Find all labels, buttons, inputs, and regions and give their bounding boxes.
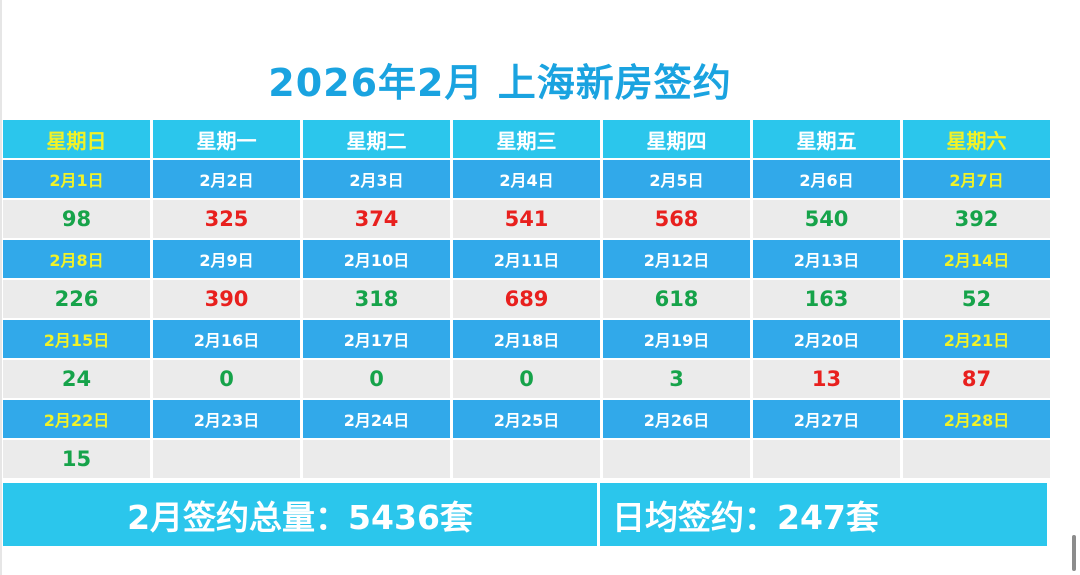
sales-count-cell: 540 (753, 200, 900, 238)
weekday-header-sat: 星期六 (903, 120, 1050, 158)
date-cell: 2月12日 (603, 240, 750, 278)
empty-cell (453, 440, 600, 478)
sales-count-cell: 87 (903, 360, 1050, 398)
date-cell: 2月14日 (903, 240, 1050, 278)
left-divider (0, 0, 2, 575)
monthly-total-banner: 2月签约总量：5436套 (3, 483, 597, 546)
sales-count-cell: 392 (903, 200, 1050, 238)
sales-count-cell: 98 (3, 200, 150, 238)
date-cell: 2月1日 (3, 160, 150, 198)
date-cell: 2月6日 (753, 160, 900, 198)
sales-count-cell: 15 (3, 440, 150, 478)
date-cell: 2月8日 (3, 240, 150, 278)
date-cell: 2月23日 (153, 400, 300, 438)
date-cell: 2月4日 (453, 160, 600, 198)
sales-count-cell: 52 (903, 280, 1050, 318)
date-cell: 2月20日 (753, 320, 900, 358)
sales-count-cell: 3 (603, 360, 750, 398)
date-cell: 2月24日 (303, 400, 450, 438)
calendar-table: 星期日 星期一 星期二 星期三 星期四 星期五 星期六 2月1日 2月2日 2月3日… (3, 120, 1050, 478)
date-cell: 2月10日 (303, 240, 450, 278)
date-cell: 2月21日 (903, 320, 1050, 358)
weekday-header-thu: 星期四 (603, 120, 750, 158)
sales-count-cell: 541 (453, 200, 600, 238)
daily-average-banner: 日均签约：247套 (600, 483, 1047, 546)
sales-count-cell: 0 (303, 360, 450, 398)
date-cell: 2月15日 (3, 320, 150, 358)
date-cell: 2月17日 (303, 320, 450, 358)
date-cell: 2月28日 (903, 400, 1050, 438)
sales-count-cell: 0 (453, 360, 600, 398)
date-cell: 2月7日 (903, 160, 1050, 198)
weekday-header-wed: 星期三 (453, 120, 600, 158)
date-cell: 2月16日 (153, 320, 300, 358)
date-cell: 2月27日 (753, 400, 900, 438)
scrollbar-thumb[interactable] (1072, 535, 1076, 571)
weekday-header-sun: 星期日 (3, 120, 150, 158)
empty-cell (153, 440, 300, 478)
weekday-header-mon: 星期一 (153, 120, 300, 158)
date-cell: 2月2日 (153, 160, 300, 198)
date-cell: 2月19日 (603, 320, 750, 358)
sales-count-cell: 13 (753, 360, 900, 398)
empty-cell (903, 440, 1050, 478)
page-title: 2026年2月 上海新房签约 (268, 61, 732, 105)
date-cell: 2月25日 (453, 400, 600, 438)
sales-count-cell: 390 (153, 280, 300, 318)
sales-count-cell: 568 (603, 200, 750, 238)
sales-count-cell: 374 (303, 200, 450, 238)
sales-count-cell: 689 (453, 280, 600, 318)
sales-count-cell: 24 (3, 360, 150, 398)
weekday-header-tue: 星期二 (303, 120, 450, 158)
date-cell: 2月9日 (153, 240, 300, 278)
sales-count-cell: 226 (3, 280, 150, 318)
sales-count-cell: 618 (603, 280, 750, 318)
sales-count-cell: 318 (303, 280, 450, 318)
date-cell: 2月3日 (303, 160, 450, 198)
sales-count-cell: 325 (153, 200, 300, 238)
weekday-header-fri: 星期五 (753, 120, 900, 158)
empty-cell (753, 440, 900, 478)
date-cell: 2月5日 (603, 160, 750, 198)
date-cell: 2月11日 (453, 240, 600, 278)
date-cell: 2月26日 (603, 400, 750, 438)
empty-cell (303, 440, 450, 478)
sales-count-cell: 163 (753, 280, 900, 318)
date-cell: 2月22日 (3, 400, 150, 438)
sales-count-cell: 0 (153, 360, 300, 398)
empty-cell (603, 440, 750, 478)
date-cell: 2月18日 (453, 320, 600, 358)
date-cell: 2月13日 (753, 240, 900, 278)
